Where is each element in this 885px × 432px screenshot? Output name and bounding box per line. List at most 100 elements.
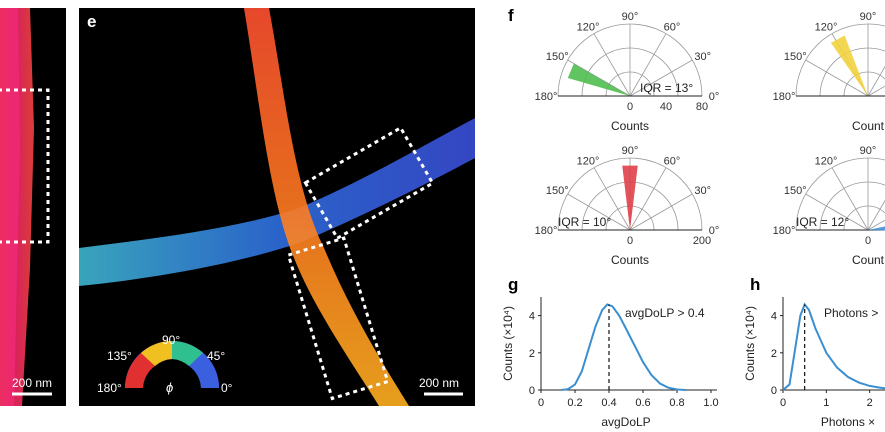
distribution-line (782, 302, 885, 391)
polar-angle-label: 150° (784, 185, 807, 197)
polar-grid-spoke (867, 65, 885, 97)
panel-letter-e: e (87, 12, 97, 31)
wheel-label-0: 0° (221, 381, 233, 395)
x-tick-label: 0 (538, 397, 544, 409)
polar-grid-spoke (593, 167, 631, 231)
y-tick-label: 2 (529, 348, 535, 360)
polar-xlabel: Counts (611, 119, 649, 133)
polar-xlabel: Counts (611, 253, 649, 267)
blue-fiber (79, 118, 475, 286)
polar-distribution (830, 35, 868, 96)
y-tick-label: 4 (529, 311, 535, 323)
polar-distribution (622, 165, 638, 230)
wheel-symbol-phi: ϕ (166, 380, 173, 395)
orange-fiber (244, 8, 409, 406)
scale-bar-label-e: 200 nm (419, 376, 459, 390)
polar-grid-spoke (567, 193, 631, 231)
orientation-colorwheel: 180° 135° 90° 45° 0° ϕ (97, 333, 233, 395)
distribution-line (561, 303, 686, 391)
x-tick-label: 0.2 (567, 397, 582, 409)
polar-grid-arc (795, 23, 885, 97)
polar-angle-label: 90° (860, 11, 877, 23)
y-tick-label: 0 (529, 385, 535, 397)
y-axis-label: Counts (×10⁴) (743, 306, 757, 381)
polar-grid-spoke (831, 167, 869, 231)
polar-xlabel: Count (852, 253, 885, 267)
polar-angle-label: 60° (664, 22, 681, 34)
polar-angle-label: 120° (815, 156, 838, 168)
polar-angle-label: 90° (622, 145, 639, 157)
panel-letter-h: h (750, 275, 761, 294)
polar-radial-tick: 200 (693, 235, 711, 247)
y-tick-label: 0 (771, 385, 777, 397)
panel-letter-f: f (508, 6, 514, 25)
polar-grid-spoke (629, 167, 667, 231)
polar-grid-spoke (867, 85, 885, 97)
polar-distribution (567, 63, 630, 96)
polar-grid-spoke (629, 193, 693, 231)
polar-distribution (868, 226, 885, 231)
x-tick-label: 1.0 (703, 397, 718, 409)
polar-angle-label: 180° (773, 225, 796, 237)
wheel-label-45: 45° (207, 349, 225, 363)
x-tick-label: 0.8 (669, 397, 684, 409)
histogram-h: 0 2 4 0 1 2 Photons > Photons × Counts (×10⁴) (743, 297, 885, 429)
polar-grid-spoke (629, 59, 693, 97)
polar-angle-label: 120° (815, 22, 838, 34)
y-axis-label: Counts (×10⁴) (501, 306, 515, 381)
polar-grid-arc (843, 71, 885, 97)
polar-angle-label: 150° (784, 51, 807, 63)
polar-angle-label: 0° (709, 91, 720, 103)
panel-letter-g: g (508, 275, 519, 294)
polar-angle-label: 120° (577, 156, 600, 168)
polar-angle-label: 150° (546, 185, 569, 197)
polar-radial-tick: 0 (865, 235, 871, 247)
x-tick-label: 0.6 (635, 397, 650, 409)
polar-angle-label: 30° (694, 185, 711, 197)
polar-iqr-label: IQR = 13° (640, 81, 693, 95)
polar-angle-label: 30° (694, 51, 711, 63)
polar-plot-3: 90°60°30°0°120°150°180°1Count (773, 11, 885, 133)
polar-radial-tick: 0 (627, 101, 633, 113)
threshold-annotation: Photons > (824, 306, 878, 320)
polar-xlabel: Count (852, 119, 885, 133)
polar-grid-spoke (867, 199, 885, 231)
fiber-image-e: 200 nm 180° 135° 90° 45° 0° ϕ (79, 8, 475, 406)
polar-grid-spoke (629, 33, 667, 97)
wheel-label-90: 90° (162, 333, 180, 347)
polar-grid-spoke (805, 193, 869, 231)
polar-grid-spoke (567, 59, 631, 97)
polar-angle-label: 90° (860, 145, 877, 157)
image-panel-left: 200 nm (0, 8, 66, 406)
polar-angle-label: 180° (773, 91, 796, 103)
threshold-annotation: avgDoLP > 0.4 (625, 306, 705, 320)
x-tick-label: 1 (823, 397, 829, 409)
wheel-label-135: 135° (107, 349, 132, 363)
histogram-g: 0 2 4 0 0.2 0.4 0.6 0.8 1.0 avgDoLP > 0.4 avgDoLP C… (501, 297, 719, 429)
polar-grid-arc (843, 205, 885, 231)
polar-radial-tick: 0 (627, 235, 633, 247)
fiber-image-left: 200 nm (0, 8, 52, 406)
wheel-label-180: 180° (97, 381, 122, 395)
x-tick-label: 2 (867, 397, 873, 409)
y-tick-label: 2 (771, 348, 777, 360)
polar-grid-spoke (805, 59, 869, 97)
polar-radial-tick: 80 (696, 101, 708, 113)
polar-angle-label: 90° (622, 11, 639, 23)
polar-angle-label: 60° (664, 156, 681, 168)
polar-angle-label: 180° (535, 91, 558, 103)
image-panel-e: 200 nm 180° 135° 90° 45° 0° ϕ e (79, 8, 475, 406)
polar-angle-label: 120° (577, 22, 600, 34)
x-tick-label: 0.4 (601, 397, 616, 409)
polar-plot-2: 90° 60° 30° 0° 120° 150° 180° 0 200 IQR = 10° Coun… (535, 145, 720, 267)
polar-angle-label: 0° (709, 225, 720, 237)
polar-radial-tick: 40 (660, 101, 672, 113)
polar-angle-label: 150° (546, 51, 569, 63)
polar-iqr-label: IQR = 12° (796, 215, 849, 229)
polar-grid-spoke (867, 219, 885, 231)
polar-angle-label: 180° (535, 225, 558, 237)
polar-grid-spoke (593, 33, 631, 97)
